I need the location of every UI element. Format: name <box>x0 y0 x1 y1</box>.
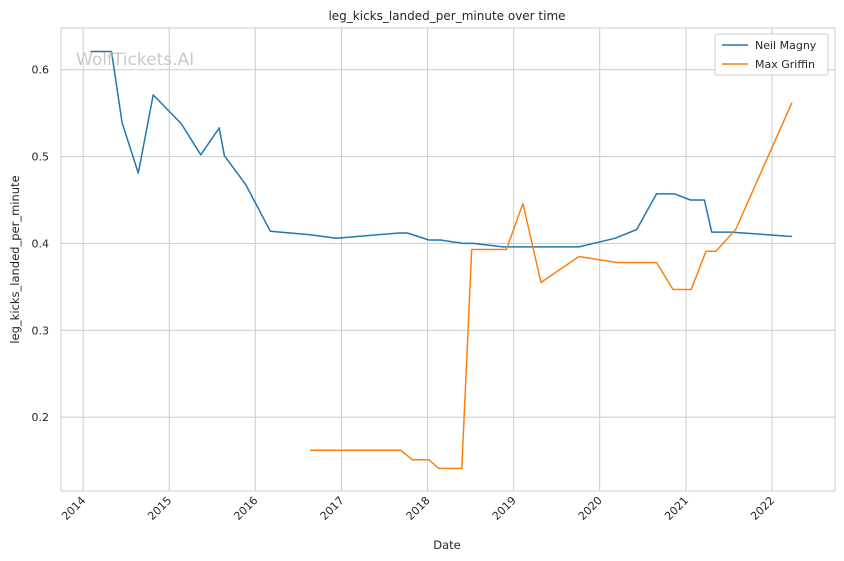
x-axis-label: Date <box>433 538 461 552</box>
plot-area-frame <box>60 27 836 492</box>
series-line-neil-magny <box>90 50 792 248</box>
watermark: WolfTickets.AI <box>76 50 194 70</box>
y-tick-label: 0.2 <box>32 411 50 424</box>
y-tick-labels: 0.2 0.3 0.4 0.5 0.6 <box>32 64 50 424</box>
y-tick-label: 0.6 <box>32 64 50 77</box>
y-tick-label: 0.5 <box>32 151 50 164</box>
grid <box>61 28 835 491</box>
y-tick-label: 0.3 <box>32 324 50 337</box>
y-tick-label: 0.4 <box>32 237 50 250</box>
y-axis-label: leg_kicks_landed_per_minute <box>8 175 22 343</box>
series-line-max-griffin <box>310 102 793 470</box>
series-layer <box>90 50 793 470</box>
legend: Neil Magny Max Griffin <box>714 33 829 76</box>
legend-label-neil-magny: Neil Magny <box>755 39 817 52</box>
chart-title: leg_kicks_landed_per_minute over time <box>328 9 565 23</box>
legend-label-max-griffin: Max Griffin <box>755 58 815 71</box>
